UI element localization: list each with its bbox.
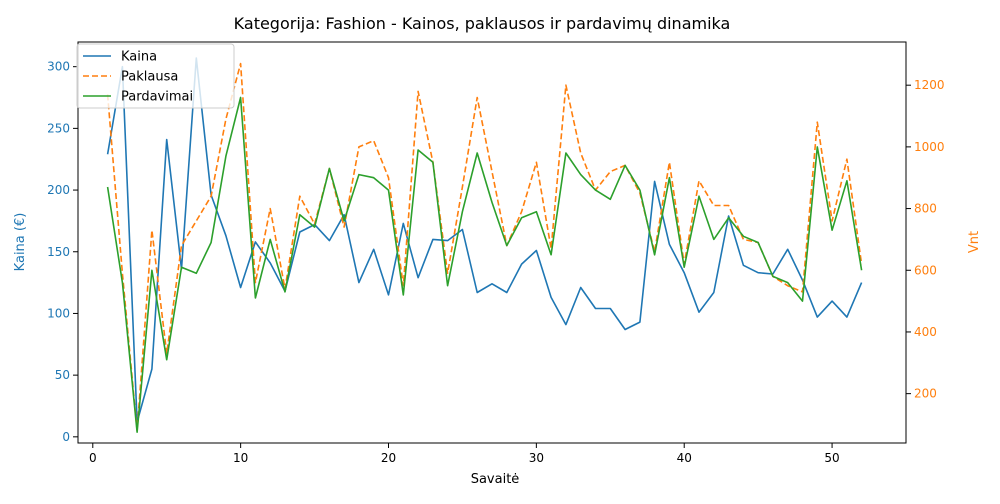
x-tick-label: 30 — [529, 451, 544, 465]
y-left-tick-label: 150 — [47, 245, 70, 259]
x-tick-label: 20 — [381, 451, 396, 465]
y-right-tick-label: 1000 — [914, 140, 945, 154]
y-right-tick-label: 800 — [914, 202, 937, 216]
y-right-tick-label: 600 — [914, 263, 937, 277]
y-left-tick-label: 200 — [47, 183, 70, 197]
series-line-pardavimai — [106, 96, 863, 434]
y-left-tick-label: 0 — [62, 430, 70, 444]
plot-frame — [77, 41, 907, 444]
x-tick-label: 0 — [89, 451, 97, 465]
y-left-tick-label: 250 — [47, 121, 70, 135]
y-right-tick-label: 400 — [914, 325, 937, 339]
y-axis-right-label: Vnt — [967, 231, 982, 253]
legend: Kaina Paklausa Pardavimai — [76, 43, 235, 109]
y-left-tick-label: 100 — [47, 306, 70, 320]
series-line-kaina — [106, 57, 863, 423]
y-axis-left-label: Kaina (€) — [13, 213, 28, 272]
x-tick-label: 10 — [233, 451, 248, 465]
chart-title: Kategorija: Fashion - Kainos, paklausos … — [234, 14, 731, 33]
y-left-tick-label: 50 — [55, 368, 70, 382]
x-axis-label: Savaitė — [471, 472, 520, 487]
legend-box — [76, 43, 235, 109]
y-right-tick-label: 200 — [914, 387, 937, 401]
y-left-tick-label: 300 — [47, 60, 70, 74]
legend-label-pardavimai: Pardavimai — [121, 90, 193, 105]
legend-label-kaina: Kaina — [121, 50, 157, 65]
x-tick-label: 50 — [824, 451, 839, 465]
y-right-tick-label: 1200 — [914, 78, 945, 92]
x-tick-label: 40 — [677, 451, 692, 465]
legend-label-paklausa: Paklausa — [121, 70, 178, 85]
